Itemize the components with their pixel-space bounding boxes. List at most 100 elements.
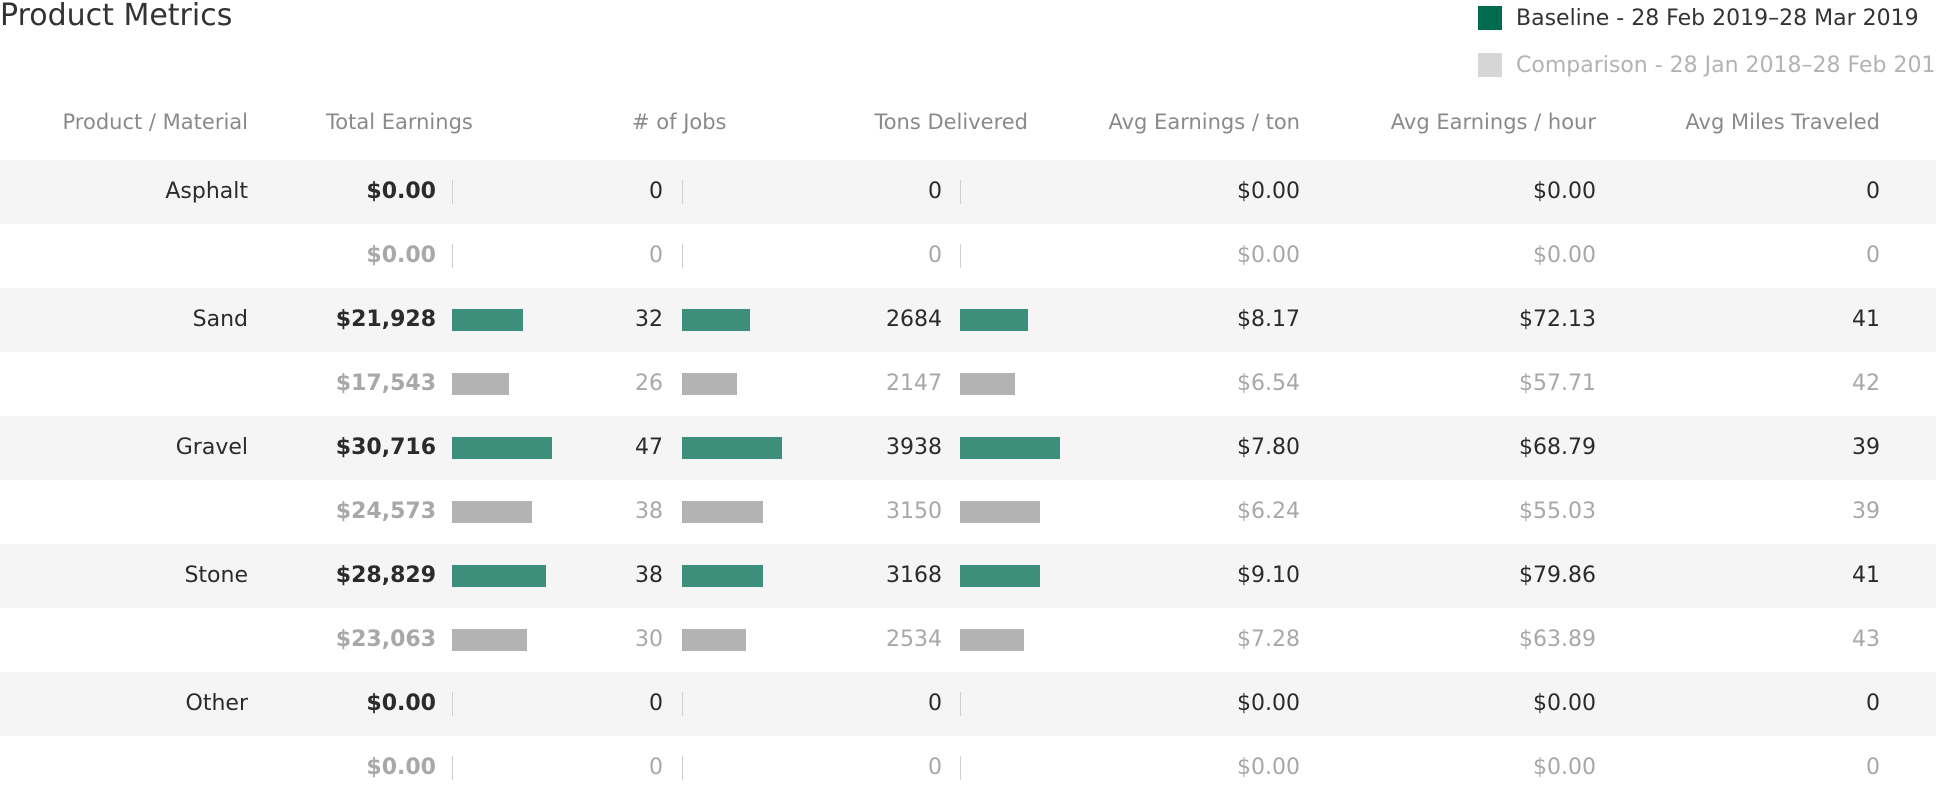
total-earnings-bar bbox=[452, 756, 453, 780]
avg-earnings-hour-cell: $72.13 bbox=[1519, 307, 1596, 332]
table-row: $23,063 30 2534 $7.28 $63.89 43 bbox=[0, 608, 1936, 672]
legend-label-baseline: Baseline - 28 Feb 2019–28 Mar 2019 bbox=[1516, 6, 1919, 31]
avg-earnings-hour-cell: $0.00 bbox=[1533, 755, 1596, 780]
jobs-bar bbox=[682, 309, 750, 331]
avg-earnings-hour-cell: $55.03 bbox=[1519, 499, 1596, 524]
legend-swatch-comparison bbox=[1478, 53, 1502, 77]
avg-earnings-ton-cell: $9.10 bbox=[1237, 563, 1300, 588]
total-earnings-bar bbox=[452, 180, 453, 204]
tons-cell: 3168 bbox=[886, 563, 942, 588]
table-row: Asphalt $0.00 0 0 $0.00 $0.00 0 bbox=[0, 160, 1936, 224]
column-header-avg-miles: Avg Miles Traveled bbox=[1685, 110, 1880, 134]
tons-cell: 2534 bbox=[886, 627, 942, 652]
column-header-tons: Tons Delivered bbox=[874, 110, 1028, 134]
avg-miles-cell: 43 bbox=[1852, 627, 1880, 652]
total-earnings-bar bbox=[452, 244, 453, 268]
avg-earnings-ton-cell: $6.54 bbox=[1237, 371, 1300, 396]
total-earnings-bar bbox=[452, 501, 532, 523]
jobs-bar bbox=[682, 244, 683, 268]
jobs-bar bbox=[682, 437, 782, 459]
total-earnings-cell: $0.00 bbox=[366, 755, 436, 780]
table-row: $0.00 0 0 $0.00 $0.00 0 bbox=[0, 224, 1936, 288]
total-earnings-cell: $30,716 bbox=[335, 435, 436, 460]
tons-bar bbox=[960, 565, 1040, 587]
jobs-bar bbox=[682, 756, 683, 780]
table-row: Other $0.00 0 0 $0.00 $0.00 0 bbox=[0, 672, 1936, 736]
avg-earnings-ton-cell: $8.17 bbox=[1237, 307, 1300, 332]
total-earnings-bar bbox=[452, 309, 523, 331]
jobs-cell: 0 bbox=[649, 691, 663, 716]
column-header-avg-earnings-ton: Avg Earnings / ton bbox=[1108, 110, 1300, 134]
avg-earnings-ton-cell: $7.28 bbox=[1237, 627, 1300, 652]
table-header: Product / Material Total Earnings # of J… bbox=[0, 110, 1936, 140]
tons-bar bbox=[960, 437, 1060, 459]
jobs-cell: 26 bbox=[635, 371, 663, 396]
jobs-cell: 30 bbox=[635, 627, 663, 652]
total-earnings-bar bbox=[452, 692, 453, 716]
avg-miles-cell: 42 bbox=[1852, 371, 1880, 396]
avg-miles-cell: 41 bbox=[1852, 563, 1880, 588]
avg-miles-cell: 0 bbox=[1866, 243, 1880, 268]
tons-cell: 0 bbox=[928, 691, 942, 716]
tons-bar bbox=[960, 373, 1015, 395]
column-header-product: Product / Material bbox=[62, 110, 248, 134]
tons-cell: 0 bbox=[928, 243, 942, 268]
avg-miles-cell: 39 bbox=[1852, 499, 1880, 524]
avg-earnings-ton-cell: $6.24 bbox=[1237, 499, 1300, 524]
tons-bar bbox=[960, 501, 1040, 523]
avg-earnings-hour-cell: $79.86 bbox=[1519, 563, 1596, 588]
table-row: Gravel $30,716 47 3938 $7.80 $68.79 39 bbox=[0, 416, 1936, 480]
total-earnings-cell: $17,543 bbox=[335, 371, 436, 396]
total-earnings-cell: $21,928 bbox=[335, 307, 436, 332]
table-row: $24,573 38 3150 $6.24 $55.03 39 bbox=[0, 480, 1936, 544]
avg-earnings-hour-cell: $0.00 bbox=[1533, 243, 1596, 268]
avg-earnings-hour-cell: $68.79 bbox=[1519, 435, 1596, 460]
column-header-jobs: # of Jobs bbox=[632, 110, 727, 134]
jobs-bar bbox=[682, 373, 737, 395]
tons-bar bbox=[960, 244, 961, 268]
product-cell: Gravel bbox=[175, 435, 248, 460]
jobs-bar bbox=[682, 180, 683, 204]
tons-cell: 3938 bbox=[886, 435, 942, 460]
total-earnings-cell: $28,829 bbox=[335, 563, 436, 588]
avg-miles-cell: 41 bbox=[1852, 307, 1880, 332]
tons-bar bbox=[960, 180, 961, 204]
avg-earnings-ton-cell: $0.00 bbox=[1237, 755, 1300, 780]
tons-bar bbox=[960, 692, 961, 716]
tons-cell: 3150 bbox=[886, 499, 942, 524]
tons-bar bbox=[960, 309, 1028, 331]
table-row: $0.00 0 0 $0.00 $0.00 0 bbox=[0, 736, 1936, 800]
avg-earnings-hour-cell: $63.89 bbox=[1519, 627, 1596, 652]
avg-earnings-ton-cell: $0.00 bbox=[1237, 243, 1300, 268]
tons-bar bbox=[960, 756, 961, 780]
total-earnings-cell: $0.00 bbox=[366, 179, 436, 204]
jobs-cell: 32 bbox=[635, 307, 663, 332]
jobs-bar bbox=[682, 565, 763, 587]
total-earnings-bar bbox=[452, 565, 546, 587]
total-earnings-cell: $24,573 bbox=[335, 499, 436, 524]
product-cell: Asphalt bbox=[165, 179, 248, 204]
avg-earnings-hour-cell: $0.00 bbox=[1533, 179, 1596, 204]
product-cell: Sand bbox=[192, 307, 248, 332]
total-earnings-cell: $0.00 bbox=[366, 691, 436, 716]
jobs-cell: 0 bbox=[649, 243, 663, 268]
tons-cell: 2147 bbox=[886, 371, 942, 396]
jobs-bar bbox=[682, 629, 746, 651]
jobs-cell: 47 bbox=[635, 435, 663, 460]
tons-cell: 0 bbox=[928, 179, 942, 204]
column-header-total-earnings: Total Earnings bbox=[326, 110, 473, 134]
total-earnings-bar bbox=[452, 373, 509, 395]
avg-earnings-hour-cell: $57.71 bbox=[1519, 371, 1596, 396]
jobs-cell: 0 bbox=[649, 179, 663, 204]
product-cell: Other bbox=[185, 691, 248, 716]
page-title: Product Metrics bbox=[0, 0, 233, 33]
total-earnings-bar bbox=[452, 437, 552, 459]
tons-bar bbox=[960, 629, 1024, 651]
total-earnings-bar bbox=[452, 629, 527, 651]
table-row: Sand $21,928 32 2684 $8.17 $72.13 41 bbox=[0, 288, 1936, 352]
total-earnings-cell: $23,063 bbox=[335, 627, 436, 652]
product-cell: Stone bbox=[184, 563, 248, 588]
avg-earnings-ton-cell: $7.80 bbox=[1237, 435, 1300, 460]
avg-miles-cell: 0 bbox=[1866, 755, 1880, 780]
jobs-cell: 0 bbox=[649, 755, 663, 780]
